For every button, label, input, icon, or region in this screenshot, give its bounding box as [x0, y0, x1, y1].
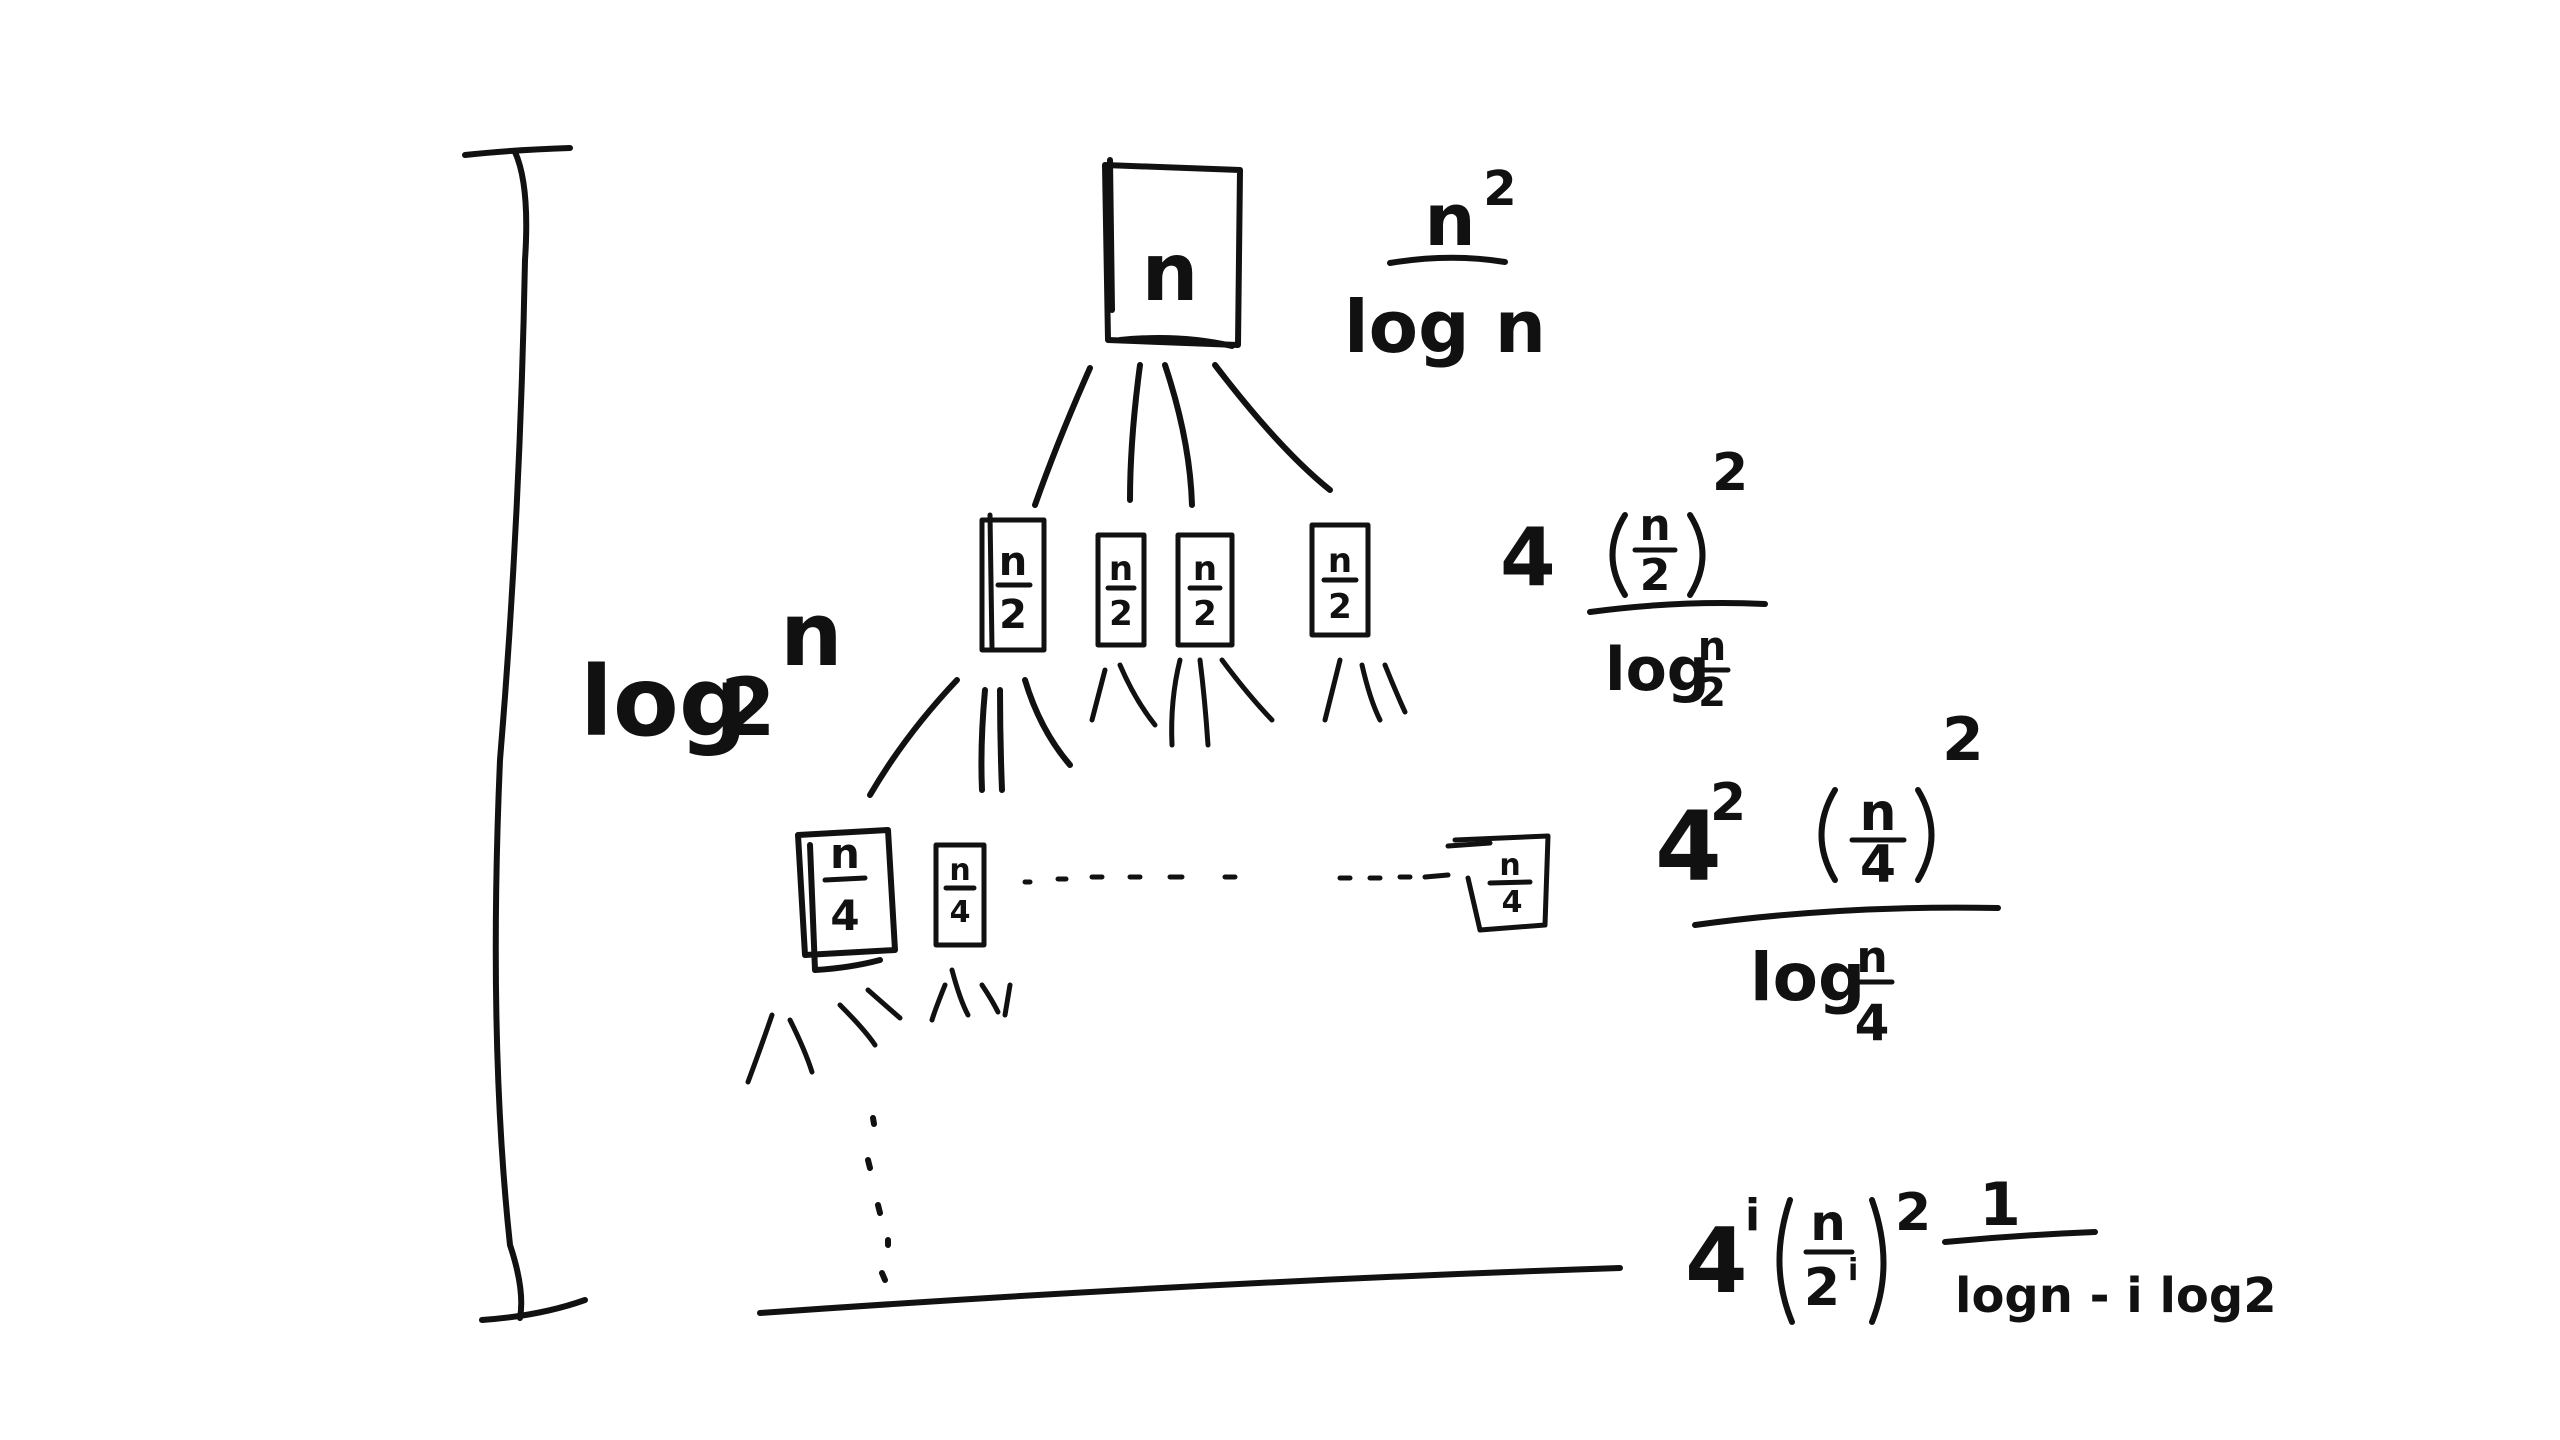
level1-node-den: 2	[1193, 594, 1217, 634]
level2-node-num: n	[949, 853, 970, 888]
level1-cost-den-den: 2	[1698, 670, 1726, 716]
level2-node: n 4	[795, 827, 898, 973]
level1-edges	[867, 657, 1408, 798]
level1-node-num: n	[1328, 541, 1352, 581]
leaf-level-line	[757, 1265, 1623, 1316]
level1-cost-coefficient: 4	[1500, 511, 1556, 604]
level2-cost-den-den: 4	[1855, 994, 1890, 1052]
level1-cost-fraction-bar	[1587, 600, 1768, 615]
depth-label: log 2 n	[580, 583, 843, 758]
level2-cost-den-log: log	[1750, 939, 1865, 1016]
root-node: n	[1102, 157, 1243, 349]
level1-cost-inner-num: n	[1639, 500, 1670, 551]
level1-node-den: 2	[999, 592, 1027, 638]
level1-cost-den-log: log	[1605, 635, 1710, 705]
level2-ellipsis	[1022, 872, 1451, 885]
level1-node-den: 2	[1328, 587, 1352, 627]
level2-cost-open-paren	[1818, 787, 1838, 883]
level-i-cost: 4 i n 2 i 2 1 logn - i log2	[1685, 1170, 2277, 1325]
level-i-cost-exponent: 2	[1895, 1183, 1931, 1243]
level2-cost: 4 2 n 4 2 log n 4	[1655, 705, 2001, 1052]
level2-cost-exponent: 2	[1942, 705, 1984, 775]
level-i-cost-frac-num: 1	[1979, 1170, 2021, 1240]
depth-label-log: log	[580, 646, 748, 758]
root-cost-denominator: log n	[1344, 285, 1546, 369]
level1-cost-den-num: n	[1698, 624, 1726, 670]
level2-node: n 4	[1445, 833, 1551, 933]
level1-node-num: n	[1109, 549, 1133, 589]
level-i-cost-open-paren	[1776, 1197, 1795, 1325]
vertical-ellipsis	[865, 1115, 891, 1283]
root-cost-fraction-bar	[1387, 254, 1508, 266]
root-cost-exponent: 2	[1483, 161, 1516, 217]
level2-node-den: 4	[830, 891, 859, 940]
level2-cost-den-num: n	[1856, 932, 1887, 983]
level2-node-den: 4	[1502, 885, 1523, 920]
level1-node-num: n	[999, 539, 1027, 585]
level-i-cost-coef-exponent: i	[1745, 1190, 1760, 1241]
level2-node-num: n	[830, 829, 860, 878]
level1-node: n 2	[979, 512, 1047, 653]
level2-node-den: 4	[950, 895, 971, 930]
level1-cost-open-paren	[1609, 512, 1628, 598]
level1-node: n 2	[1095, 532, 1147, 648]
level2-cost-close-paren	[1915, 787, 1935, 883]
level2-cost-coef-exponent: 2	[1710, 773, 1746, 833]
level1-node-den: 2	[1109, 594, 1133, 634]
root-cost-numerator: n	[1424, 178, 1475, 262]
level-i-cost-inner-den-exponent: i	[1848, 1253, 1858, 1288]
level2-node: n 4	[933, 842, 987, 948]
root-edges	[1032, 362, 1333, 508]
level1-cost-close-paren	[1687, 512, 1706, 598]
level-i-cost-inner-num: n	[1810, 1194, 1846, 1252]
root-node-label: n	[1142, 226, 1199, 319]
level2-cost-inner-den: 4	[1860, 835, 1896, 895]
level2-edges	[745, 967, 1013, 1085]
depth-label-base: 2	[720, 661, 776, 754]
level-i-cost-close-paren	[1869, 1197, 1887, 1325]
level2-cost-coefficient: 4	[1655, 791, 1722, 903]
level1-node: n 2	[1309, 522, 1371, 638]
level-i-cost-frac-den: logn - i log2	[1955, 1268, 2277, 1324]
level-i-cost-fraction-bar	[1942, 1229, 2098, 1245]
level1-cost: 4 n 2 2 log n 2	[1500, 443, 1768, 716]
level2-node-num: n	[1499, 848, 1520, 883]
root-cost: n 2 log n	[1344, 161, 1546, 369]
level1-cost-exponent: 2	[1712, 443, 1748, 503]
level2-cost-inner-num: n	[1859, 783, 1896, 843]
tree-height-bracket	[462, 145, 588, 1323]
level1-node-num: n	[1193, 549, 1217, 589]
level1-cost-inner-den: 2	[1640, 550, 1671, 601]
level1-node: n 2	[1175, 532, 1235, 648]
level-i-cost-inner-den: 2	[1804, 1258, 1840, 1318]
depth-label-arg: n	[780, 583, 843, 686]
level-i-cost-coefficient: 4	[1685, 1209, 1748, 1314]
level2-cost-fraction-bar	[1692, 904, 2001, 928]
